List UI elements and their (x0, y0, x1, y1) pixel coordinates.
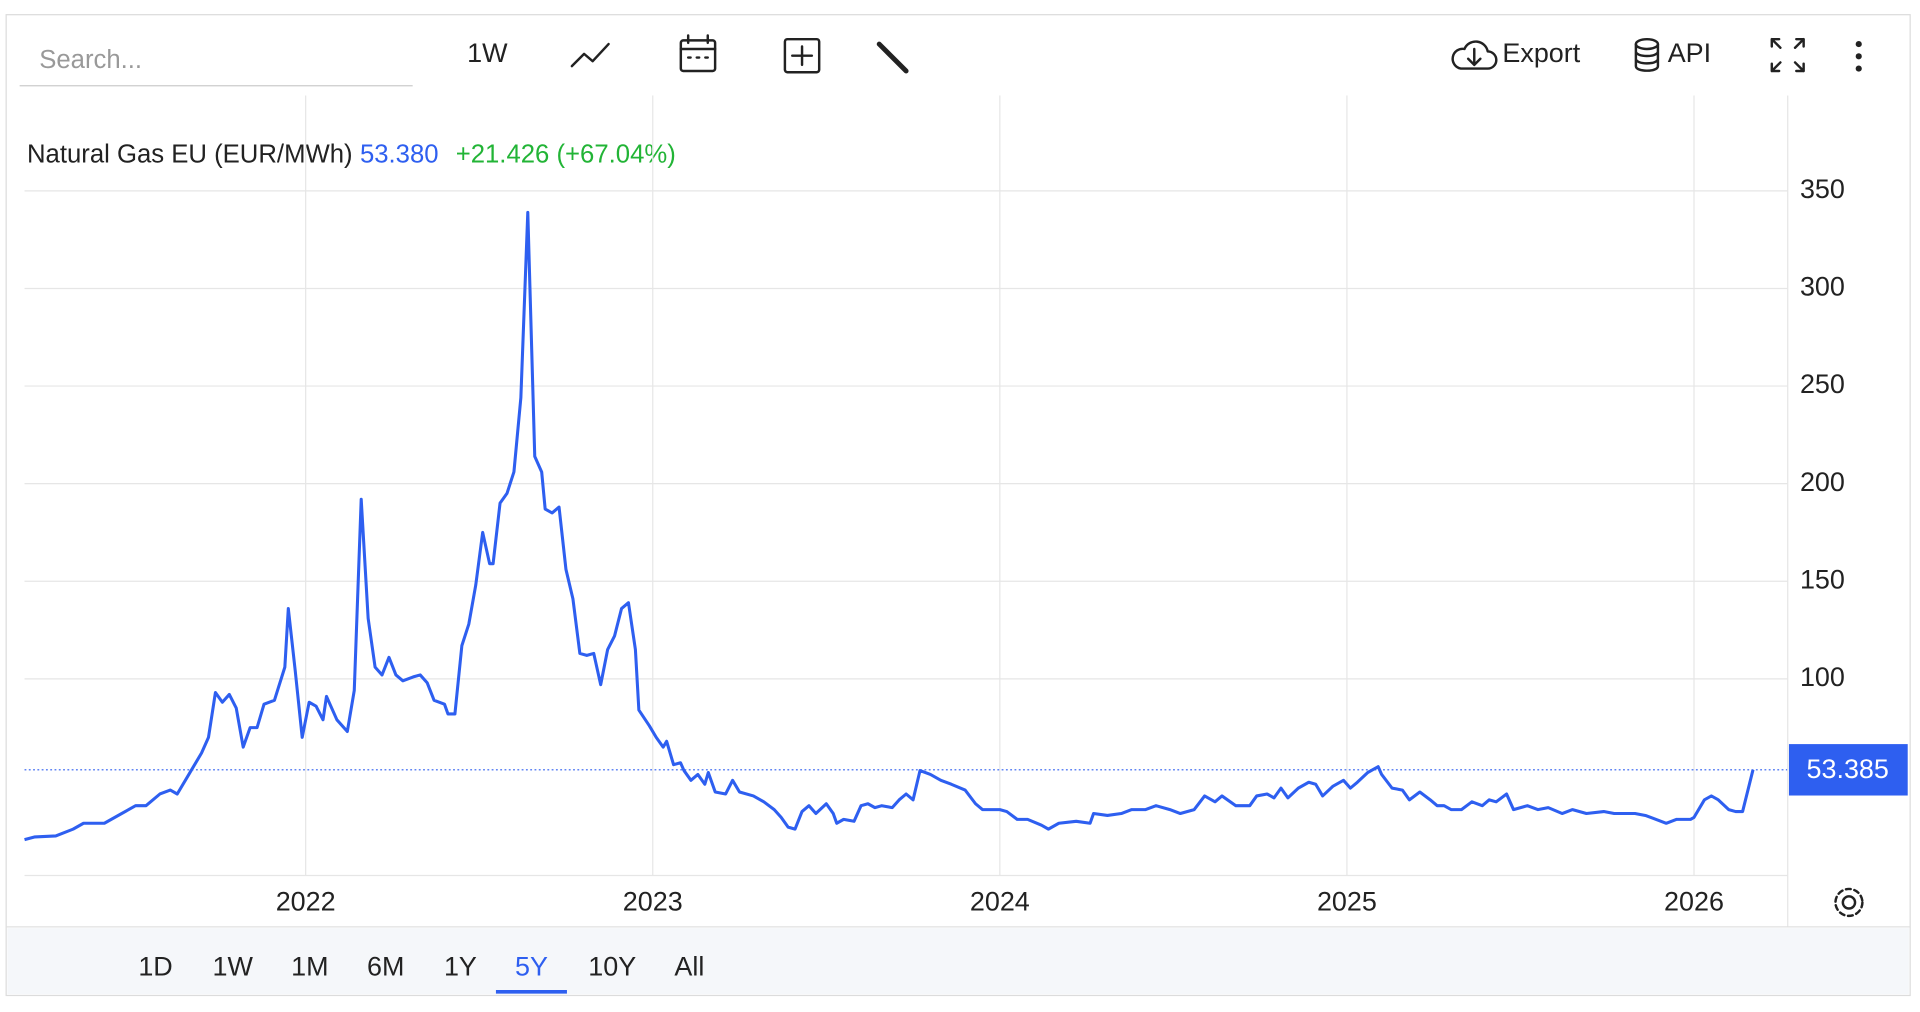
x-tick-label: 2026 (1664, 887, 1724, 917)
y-tick-label: 200 (1800, 467, 1845, 497)
last-price-label: 53.385 (1807, 754, 1889, 784)
axis-settings-icon[interactable] (1834, 887, 1864, 918)
x-tick-label: 2023 (623, 887, 683, 917)
search-box[interactable]: Search... (19, 46, 413, 87)
chart-type-icon[interactable] (570, 42, 610, 68)
search-placeholder: Search... (39, 46, 142, 74)
range-button[interactable]: 1M (291, 952, 328, 982)
range-button[interactable]: 5Y (515, 952, 548, 982)
settings-wrench-icon[interactable] (876, 41, 909, 74)
y-tick-label: 300 (1800, 272, 1845, 302)
more-menu[interactable] (1855, 41, 1862, 72)
y-tick-label: 150 (1800, 564, 1845, 594)
fullscreen-icon[interactable] (1770, 37, 1805, 73)
change: +21.426 (+67.04%) (456, 140, 676, 168)
range-button[interactable]: 1W (212, 952, 253, 982)
export-label: Export (1502, 38, 1580, 68)
y-tick-label: 250 (1800, 369, 1845, 399)
range-button[interactable]: 6M (367, 952, 404, 982)
export-button[interactable]: Export (1451, 38, 1581, 70)
x-tick-label: 2025 (1317, 887, 1377, 917)
x-tick-label: 2022 (276, 887, 336, 917)
range-button[interactable]: 1Y (444, 952, 477, 982)
price: 53.380 (360, 140, 439, 168)
range-bar (7, 928, 1909, 995)
y-tick-label: 100 (1800, 662, 1845, 692)
y-tick-label: 350 (1800, 174, 1845, 204)
series-name: Natural Gas EU (EUR/MWh) (27, 140, 353, 168)
range-buttons: 1D 1W 1M 6M 1Y 5Y 10Y All (138, 952, 704, 994)
api-label: API (1668, 38, 1711, 68)
range-button[interactable]: 10Y (588, 952, 636, 982)
price-line (24, 210, 1755, 842)
range-button[interactable]: All (674, 952, 704, 982)
api-button[interactable]: API (1634, 37, 1711, 72)
range-button[interactable]: 1D (138, 952, 172, 982)
interval-button[interactable]: 1W (467, 38, 508, 68)
x-tick-label: 2024 (970, 887, 1030, 917)
plot-area: 100 150 200 250 300 350 2022 2023 2024 2025 2026 53… (24, 95, 1908, 917)
frame (5, 14, 1911, 997)
last-price-badge (1788, 744, 1908, 796)
calendar-icon[interactable] (679, 34, 717, 73)
add-indicator-icon[interactable] (783, 37, 821, 74)
